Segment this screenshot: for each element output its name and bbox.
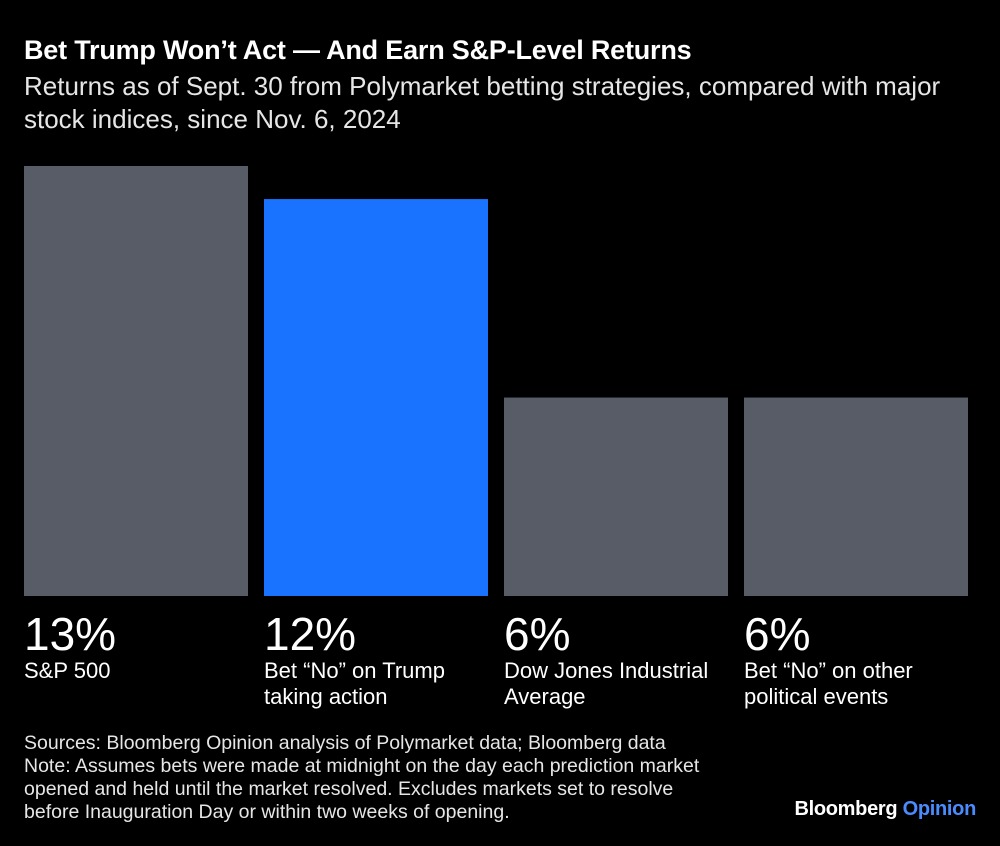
bar-4 xyxy=(744,397,968,596)
notes-line-3: opened and held until the market resolve… xyxy=(24,778,674,800)
bar-2 xyxy=(264,199,488,597)
notes-line-2: Note: Assumes bets were made at midnight… xyxy=(24,755,700,777)
notes-line-1: Sources: Bloomberg Opinion analysis of P… xyxy=(24,732,666,754)
category-label-2-line-1: Bet “No” on Trump xyxy=(264,658,445,683)
bloomberg-opinion-logo: Bloomberg Opinion xyxy=(794,798,976,821)
bar-chart: 13% S&P 500 12% Bet “No” on Trump taking act… xyxy=(0,150,1000,720)
category-label-4-line-1: Bet “No” on other xyxy=(744,658,913,683)
value-label-1: 13% xyxy=(24,608,116,660)
source-notes: Sources: Bloomberg Opinion analysis of P… xyxy=(24,732,794,824)
brand-name: Bloomberg xyxy=(794,798,898,820)
chart-title: Bet Trump Won’t Act — And Earn S&P-Level… xyxy=(24,35,692,65)
bar-3 xyxy=(504,397,728,596)
category-label-1-line-1: S&P 500 xyxy=(24,658,110,683)
value-label-4: 6% xyxy=(744,608,810,660)
category-label-2-line-2: taking action xyxy=(264,684,388,709)
brand-section: Opinion xyxy=(902,798,977,820)
notes-line-4: before Inauguration Day or within two we… xyxy=(24,801,510,823)
category-label-3-line-2: Average xyxy=(504,684,586,709)
chart-subtitle: Returns as of Sept. 30 from Polymarket b… xyxy=(24,71,941,134)
category-label-4-line-2: political events xyxy=(744,684,888,709)
value-label-2: 12% xyxy=(264,608,356,660)
bar-1 xyxy=(24,166,248,596)
value-label-3: 6% xyxy=(504,608,570,660)
category-label-3-line-1: Dow Jones Industrial xyxy=(504,658,708,683)
